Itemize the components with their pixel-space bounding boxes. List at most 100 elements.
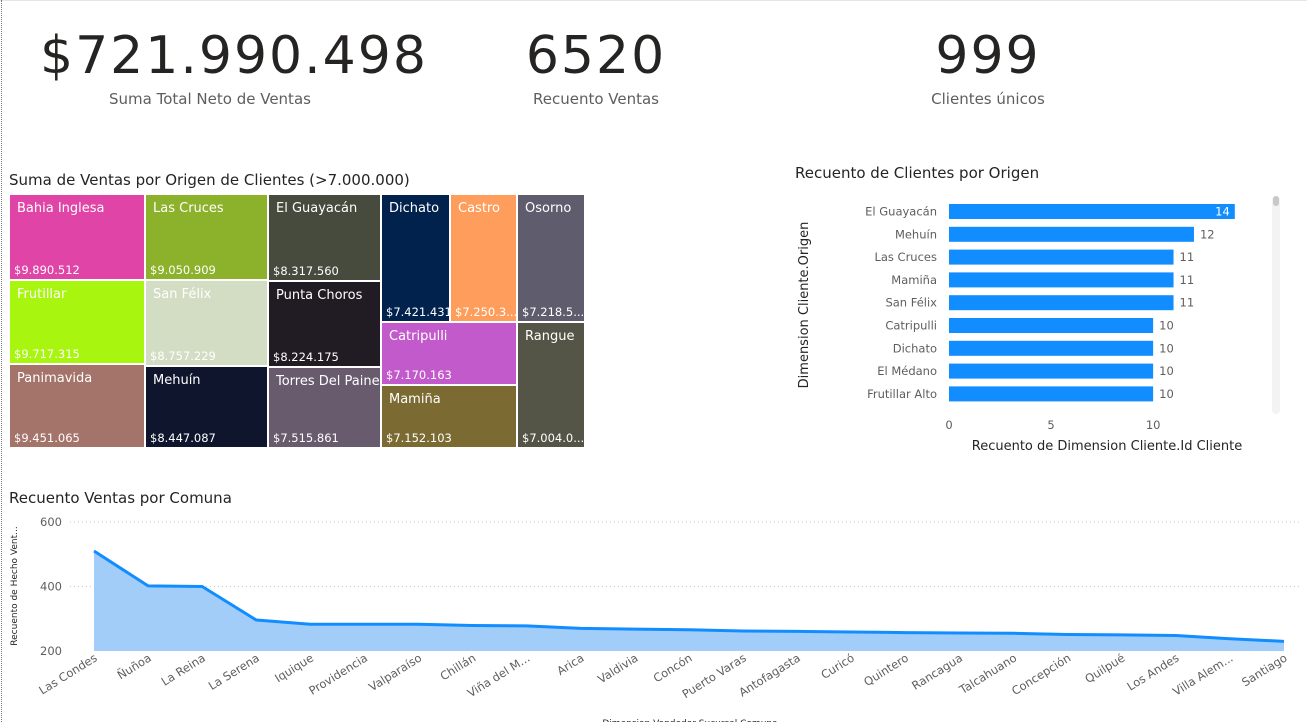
- area-point-valdivia[interactable]: [633, 627, 637, 631]
- treemap-tile-mehuin[interactable]: Mehuín $8.447.087: [145, 366, 268, 448]
- area-x-tick-label: Valdivia: [595, 651, 640, 687]
- bar-data-label: 11: [1180, 250, 1195, 264]
- bar-data-label: 10: [1159, 341, 1174, 355]
- treemap-tile-label: Osorno: [525, 201, 572, 216]
- page-left-border: [1, 0, 2, 722]
- bar-data-label: 12: [1200, 227, 1215, 241]
- bar-el-medano[interactable]: [949, 363, 1154, 379]
- treemap-tile-value: $9.451.065: [14, 431, 80, 445]
- bar-category-label: El Guayacán: [865, 205, 937, 219]
- bar-chart-scrollbar[interactable]: [1272, 196, 1280, 414]
- bar-el-guayacan[interactable]: [949, 204, 1235, 219]
- area-point-quintero[interactable]: [903, 631, 907, 635]
- area-point-antofagasta[interactable]: [795, 629, 799, 633]
- area-point-los-andes[interactable]: [1174, 634, 1178, 638]
- area-x-tick-label: Quintero: [861, 651, 911, 689]
- kpi-card-total-ventas[interactable]: $721.990.498 Suma Total Neto de Ventas: [40, 26, 428, 108]
- area-point-rancagua[interactable]: [957, 631, 961, 635]
- area-point-puerto-varas[interactable]: [741, 629, 745, 633]
- treemap-tile-label: El Guayacán: [276, 201, 358, 216]
- area-point-arica[interactable]: [579, 626, 583, 630]
- bar-dichato[interactable]: [949, 340, 1154, 356]
- bar-x-axis-title: Recuento de Dimension Cliente.Id Cliente: [972, 439, 1243, 454]
- bar-las-cruces[interactable]: [949, 249, 1174, 265]
- treemap-tile-label: San Félix: [153, 287, 212, 302]
- treemap-tile-value: $9.717.315: [14, 347, 80, 361]
- treemap-tile-value: $7.152.103: [386, 431, 452, 445]
- treemap-tile-value: $9.050.909: [150, 263, 216, 277]
- treemap-tile-punta-choros[interactable]: Punta Choros $8.224.175: [268, 281, 381, 367]
- treemap-tile-label: Panimavida: [17, 371, 93, 386]
- treemap-tile-label: Catripulli: [389, 329, 448, 344]
- kpi-value: 999: [935, 26, 1041, 86]
- treemap-tile-frutillar[interactable]: Frutillar $9.717.315: [9, 280, 145, 364]
- area-x-axis-title: Dimension Vendedor Sucursal Comuna: [602, 719, 777, 722]
- treemap-tile-value: $7.250.3...: [455, 305, 517, 319]
- treemap-tile-label: Mehuín: [153, 373, 201, 388]
- kpi-card-clientes-unicos[interactable]: 999 Clientes únicos: [868, 28, 1108, 108]
- area-x-tick-label: Villa Alem...: [1170, 651, 1235, 699]
- treemap-tile-value: $7.515.861: [273, 431, 339, 445]
- area-point-concepcion[interactable]: [1066, 633, 1070, 637]
- treemap-tile-panimavida[interactable]: Panimavida $9.451.065: [9, 364, 145, 448]
- area-point-iquique[interactable]: [308, 622, 312, 626]
- treemap-tile-label: Castro: [458, 201, 500, 216]
- treemap-tile-value: $9.890.512: [14, 263, 80, 277]
- bar-category-label: Dichato: [893, 341, 937, 355]
- bar-chart-scroll-thumb[interactable]: [1273, 196, 1279, 206]
- treemap-tile-osorno[interactable]: Osorno $7.218.5...: [517, 194, 585, 322]
- area-x-tick-label: Valparaíso: [366, 651, 424, 694]
- bar-x-tick-label: 0: [945, 418, 952, 432]
- bar-catripulli[interactable]: [949, 318, 1154, 333]
- area-point-la-reina[interactable]: [200, 585, 204, 589]
- treemap-chart[interactable]: Bahia Inglesa $9.890.512 Frutillar $9.717.3…: [9, 194, 585, 448]
- treemap-tile-mamina[interactable]: Mamiña $7.152.103: [381, 385, 517, 448]
- area-x-tick-label: Quilpué: [1082, 651, 1127, 686]
- area-y-tick-label: 200: [40, 644, 62, 658]
- area-point-las-condes[interactable]: [92, 549, 96, 553]
- area-point-concon[interactable]: [687, 628, 691, 632]
- area-point-nunoa[interactable]: [146, 584, 150, 588]
- area-point-chillan[interactable]: [471, 624, 475, 628]
- treemap-tile-catripulli[interactable]: Catripulli $7.170.163: [381, 322, 517, 385]
- treemap-tile-bahia-inglesa[interactable]: Bahia Inglesa $9.890.512: [9, 194, 145, 280]
- area-point-talcahuano[interactable]: [1012, 631, 1016, 635]
- bar-category-label: Mehuín: [895, 227, 937, 241]
- bar-san-felix[interactable]: [949, 295, 1174, 311]
- area-point-villa-alem[interactable]: [1228, 637, 1232, 641]
- area-point-curico[interactable]: [849, 630, 853, 634]
- treemap-tile-dichato[interactable]: Dichato $7.421.431: [381, 194, 450, 322]
- bar-data-label: 11: [1180, 296, 1195, 310]
- area-point-valparaiso[interactable]: [417, 622, 421, 626]
- area-point-la-serena[interactable]: [254, 618, 258, 622]
- treemap-tile-san-felix[interactable]: San Félix $8.757.229: [145, 280, 268, 366]
- kpi-card-recuento-ventas[interactable]: 6520 Recuento Ventas: [476, 28, 716, 108]
- area-x-tick-label: Providencia: [306, 651, 370, 698]
- bar-data-label: 11: [1180, 273, 1195, 287]
- treemap-tile-el-guayacan[interactable]: El Guayacán $8.317.560: [268, 194, 381, 281]
- bar-mamina[interactable]: [949, 272, 1174, 288]
- kpi-label: Recuento Ventas: [532, 90, 659, 108]
- bar-frutillar-alto[interactable]: [949, 386, 1154, 402]
- treemap-tile-torres-del-paine[interactable]: Torres Del Paine $7.515.861: [268, 367, 381, 448]
- treemap-tile-value: $7.218.5...: [522, 305, 585, 319]
- treemap-tile-label: Bahia Inglesa: [17, 201, 105, 216]
- area-point-providencia[interactable]: [362, 622, 366, 626]
- area-point-santiago[interactable]: [1282, 639, 1286, 643]
- treemap-tile-label: Rangue: [525, 329, 575, 344]
- kpi-value: 6520: [525, 26, 667, 86]
- area-y-tick-label: 400: [40, 580, 62, 594]
- treemap-tile-castro[interactable]: Castro $7.250.3...: [450, 194, 517, 322]
- area-line[interactable]: [93, 549, 1285, 643]
- treemap-tile-label: Torres Del Paine: [276, 374, 380, 389]
- treemap-tile-las-cruces[interactable]: Las Cruces $9.050.909: [145, 194, 268, 280]
- bar-chart[interactable]: El Guayacán 14 Mehuín 12 Las Cruces 11 Mamiña 1…: [790, 190, 1270, 460]
- treemap-tile-label: Dichato: [389, 201, 440, 216]
- bar-mehuin[interactable]: [949, 226, 1194, 242]
- area-point-vina-del-m[interactable]: [525, 624, 529, 628]
- kpi-value: $721.990.498: [40, 26, 428, 86]
- treemap-tile-rangue[interactable]: Rangue $7.004.0...: [517, 322, 585, 448]
- bar-category-label: San Félix: [885, 296, 937, 310]
- area-point-quilpue[interactable]: [1120, 633, 1124, 637]
